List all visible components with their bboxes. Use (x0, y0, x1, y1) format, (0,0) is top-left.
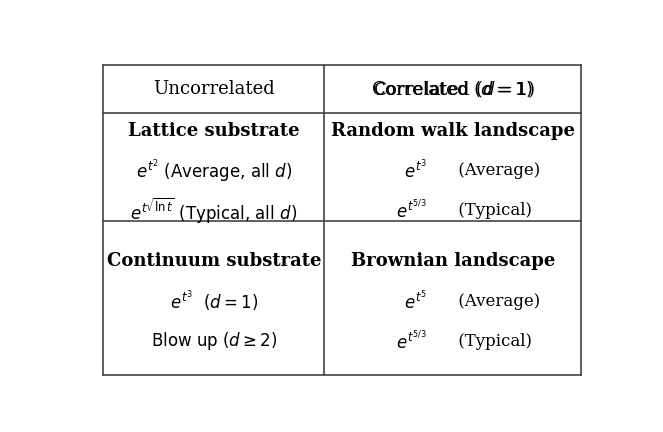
Text: $e^{t^{5/3}}$: $e^{t^{5/3}}$ (396, 330, 427, 353)
Text: (Average): (Average) (432, 293, 540, 310)
Text: Continuum substrate: Continuum substrate (107, 252, 321, 270)
Text: $e^{t^2}$ (Average, all $d$): $e^{t^2}$ (Average, all $d$) (136, 157, 292, 184)
Text: $e^{t^5}$: $e^{t^5}$ (404, 289, 427, 313)
Text: (Typical): (Typical) (432, 202, 532, 219)
Text: Blow up ($d \geq 2$): Blow up ($d \geq 2$) (151, 330, 277, 352)
Text: Uncorrelated: Uncorrelated (153, 80, 274, 98)
Text: (Average): (Average) (432, 162, 540, 179)
Text: Lattice substrate: Lattice substrate (128, 122, 300, 140)
Text: (Typical): (Typical) (432, 333, 532, 350)
Text: Correlated ($d = 1$): Correlated ($d = 1$) (373, 79, 533, 99)
Text: Brownian landscape: Brownian landscape (351, 252, 555, 270)
Text: $e^{t^{5/3}}$: $e^{t^{5/3}}$ (396, 199, 427, 222)
Text: Correlated ($d = 1$): Correlated ($d = 1$) (371, 78, 534, 100)
Text: Random walk landscape: Random walk landscape (331, 122, 575, 140)
Text: $e^{t\sqrt{\ln t}}$ (Typical, all $d$): $e^{t\sqrt{\ln t}}$ (Typical, all $d$) (131, 196, 298, 225)
Text: $e^{t^3}$: $e^{t^3}$ (404, 159, 427, 183)
Text: $e^{t^3}$  ($d = 1$): $e^{t^3}$ ($d = 1$) (170, 289, 258, 314)
